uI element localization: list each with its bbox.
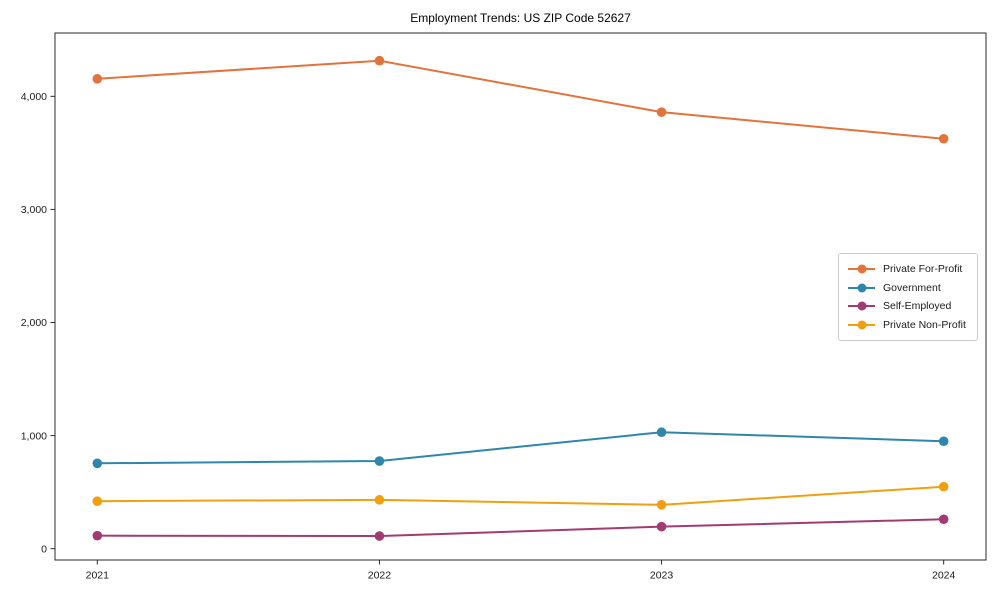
plot-frame (54, 32, 987, 561)
legend-label: Private For-Profit (883, 263, 963, 275)
data-point (656, 107, 667, 117)
data-point (374, 495, 385, 505)
data-point (938, 436, 949, 447)
legend-line-sample (848, 264, 875, 274)
legend-marker-icon (857, 320, 866, 330)
chart-title: Employment Trends: US ZIP Code 52627 (410, 11, 631, 25)
y-tick-label: 1,000 (21, 430, 47, 442)
legend-label: Self-Employed (883, 300, 952, 313)
data-point (656, 521, 667, 532)
legend-line-sample (848, 320, 875, 330)
data-point (656, 427, 667, 438)
x-tick-label: 2021 (86, 570, 110, 582)
legend-marker-icon (857, 264, 866, 274)
series-line (97, 431, 944, 465)
data-point (938, 481, 949, 492)
data-point (374, 456, 385, 466)
x-tick-label: 2023 (650, 570, 674, 582)
legend-marker-icon (857, 301, 866, 311)
data-point (92, 74, 103, 84)
y-tick-label: 2,000 (21, 317, 47, 329)
legend-line-sample (848, 301, 875, 311)
legend-label: Private Non-Profit (883, 318, 966, 331)
x-tick-label: 2022 (368, 570, 392, 582)
legend-item: Private Non-Profit (848, 317, 968, 333)
data-point (656, 500, 667, 510)
data-point (374, 55, 385, 66)
chart-legend: Private For-Profit Government Self-Employe… (838, 253, 978, 341)
legend-marker-icon (857, 283, 866, 293)
data-point (374, 531, 385, 541)
y-tick-label: 4,000 (21, 91, 47, 103)
y-tick-label: 0 (41, 543, 47, 555)
legend-item: Government (848, 280, 968, 296)
series-line (97, 59, 944, 140)
data-point (938, 514, 949, 525)
series-line (97, 518, 944, 538)
legend-label: Government (883, 281, 941, 294)
legend-item: Self-Employed (848, 298, 968, 314)
data-point (92, 530, 103, 541)
data-point (938, 133, 949, 144)
x-tick-label: 2024 (932, 570, 956, 582)
y-tick-label: 3,000 (21, 204, 47, 216)
legend-item: Private For-Profit (848, 261, 968, 277)
data-point (92, 458, 103, 469)
series-line (97, 485, 944, 506)
data-point (92, 496, 103, 506)
legend-line-sample (848, 283, 875, 293)
